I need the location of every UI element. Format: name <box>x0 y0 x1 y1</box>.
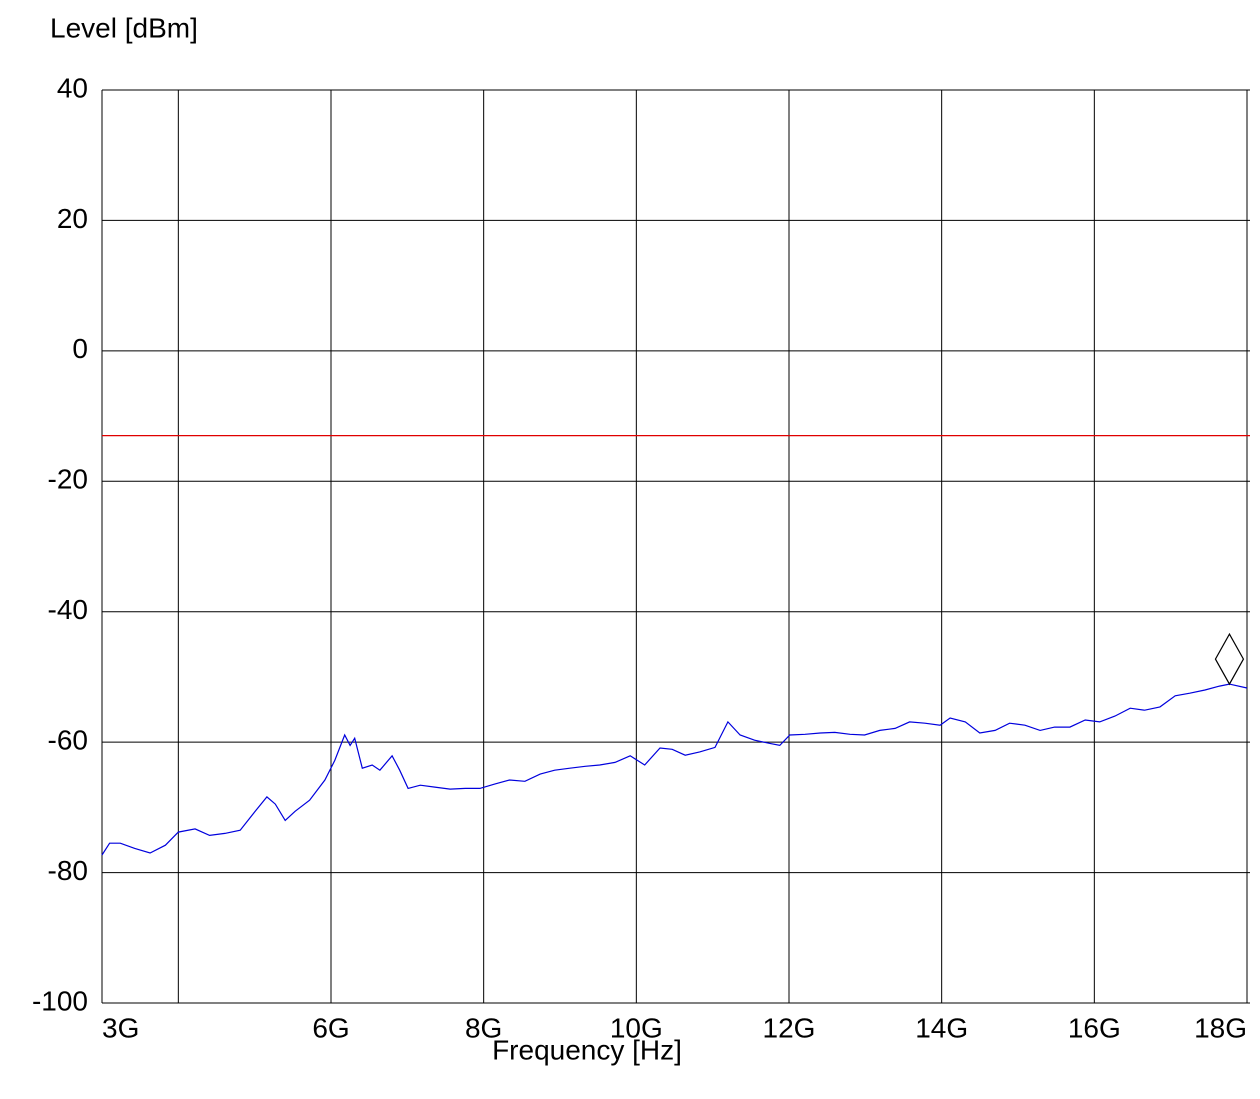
x-tick-label: 3G <box>102 1012 139 1043</box>
y-tick-label: -80 <box>48 855 88 886</box>
y-tick-label: -20 <box>48 464 88 495</box>
marker <box>1214 632 1245 686</box>
y-axis-label: Level [dBm] <box>50 12 198 43</box>
x-tick-label: 12G <box>763 1012 816 1043</box>
y-tick-label: 40 <box>57 72 88 103</box>
y-tick-label: 20 <box>57 203 88 234</box>
y-tick-label: -100 <box>32 985 88 1016</box>
x-tick-label: 14G <box>915 1012 968 1043</box>
x-tick-label: 18G <box>1194 1012 1247 1043</box>
x-tick-label: 16G <box>1068 1012 1121 1043</box>
x-axis-label: Frequency [Hz] <box>492 1034 682 1065</box>
y-tick-label: 0 <box>72 333 88 364</box>
y-tick-label: -40 <box>48 594 88 625</box>
trace <box>101 683 1248 856</box>
x-tick-label: 6G <box>312 1012 349 1043</box>
x-tick-label: 8G <box>465 1012 502 1043</box>
x-tick-label: 10G <box>610 1012 663 1043</box>
y-tick-label: -60 <box>48 725 88 756</box>
